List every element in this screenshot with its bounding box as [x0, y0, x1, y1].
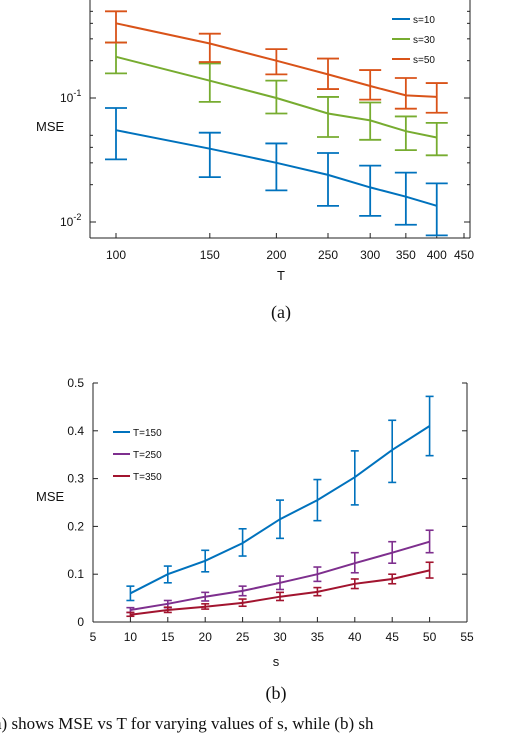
figure-caption: a) shows MSE vs T for varying values of … — [0, 714, 374, 733]
y-tick-label: 0.4 — [67, 424, 84, 438]
legend-entry: T=350 — [133, 472, 162, 483]
error-bar — [238, 598, 247, 608]
x-axis-label: s — [273, 654, 280, 669]
error-bar — [317, 152, 340, 207]
x-tick-label: 150 — [200, 248, 220, 262]
x-tick-label: 20 — [199, 630, 213, 644]
x-tick-label: 350 — [396, 248, 416, 262]
series-s=50 — [105, 10, 448, 114]
error-bar — [394, 77, 417, 110]
x-tick-label: 55 — [460, 630, 474, 644]
error-bar — [201, 603, 210, 610]
error-bar — [265, 48, 288, 76]
y-axis-label: MSE — [36, 489, 65, 504]
y-tick-base: 10 — [60, 91, 74, 105]
y-tick-exponent: -1 — [73, 88, 81, 98]
chart-panel-b: 0 0.1 0.2 0.3 0.4 0.5 5 10 15 20 25 30 35 40 45 50 55 s MS… — [36, 376, 474, 669]
error-bar — [317, 96, 340, 138]
error-bar — [313, 586, 322, 597]
series-T=150 — [126, 395, 434, 602]
error-bar — [265, 79, 288, 115]
error-bar — [105, 10, 127, 44]
y-tick-base: 10 — [60, 215, 74, 229]
error-bar — [388, 419, 397, 484]
series-s=10 — [105, 107, 448, 237]
y-tick-exponent: -2 — [73, 212, 81, 222]
x-tick-label: 40 — [348, 630, 362, 644]
error-bar — [350, 551, 359, 574]
error-bar — [394, 115, 417, 152]
panel-a-label: (a) — [271, 302, 291, 323]
y-tick-label: 0.2 — [67, 519, 84, 533]
x-tick-label: 450 — [454, 248, 474, 262]
error-bar — [201, 549, 210, 573]
error-bar — [425, 529, 434, 554]
y-tick-label: 10-1 — [60, 88, 81, 105]
error-bar — [425, 182, 448, 237]
error-bar — [238, 527, 247, 557]
x-tick-label: 25 — [236, 630, 250, 644]
error-bar — [425, 121, 448, 157]
y-tick-label: 0.1 — [67, 567, 84, 581]
x-tick-label: 45 — [386, 630, 400, 644]
y-axis-label: MSE — [36, 119, 65, 134]
x-tick-label: 200 — [266, 248, 286, 262]
legend-entry: T=250 — [133, 450, 162, 461]
error-bar — [163, 606, 172, 614]
series-s=30 — [105, 41, 448, 157]
x-tick-label: 50 — [423, 630, 437, 644]
error-bar — [265, 142, 288, 192]
legend-entry: s=10 — [413, 15, 435, 26]
x-tick-label: 300 — [360, 248, 380, 262]
x-axis-label: T — [277, 268, 285, 283]
error-bar — [388, 540, 397, 565]
x-tick-label: 15 — [161, 630, 175, 644]
x-tick-label: 10 — [124, 630, 138, 644]
legend-entry: T=150 — [133, 428, 162, 439]
error-bar — [198, 62, 221, 103]
x-tick-label: 5 — [90, 630, 97, 644]
error-bar — [425, 82, 448, 114]
x-tick-label: 100 — [106, 248, 126, 262]
error-bar — [198, 32, 221, 63]
error-bar — [163, 565, 172, 584]
y-tick-label: 0.5 — [67, 376, 84, 390]
x-tick-label: 35 — [311, 630, 325, 644]
error-bar — [359, 164, 382, 217]
error-bar — [126, 611, 135, 618]
y-tick-label: 0 — [77, 615, 84, 629]
x-tick-label: 400 — [427, 248, 447, 262]
error-bar — [198, 131, 221, 179]
y-tick-label: 0.3 — [67, 472, 84, 486]
error-bar — [359, 69, 382, 101]
x-tick-label: 30 — [273, 630, 287, 644]
error-bar — [317, 57, 340, 90]
panel-b-label: (b) — [266, 683, 287, 704]
error-bar — [276, 591, 284, 602]
legend-entry: s=30 — [413, 35, 435, 46]
error-bar — [394, 171, 417, 226]
x-tick-label: 250 — [318, 248, 338, 262]
error-bar — [359, 101, 382, 141]
legend-entry: s=50 — [413, 55, 435, 66]
error-bar — [350, 450, 359, 506]
error-bar — [105, 107, 127, 161]
series-T=350 — [126, 561, 434, 618]
y-tick-label: 10-2 — [60, 212, 81, 229]
error-bar — [425, 561, 434, 579]
